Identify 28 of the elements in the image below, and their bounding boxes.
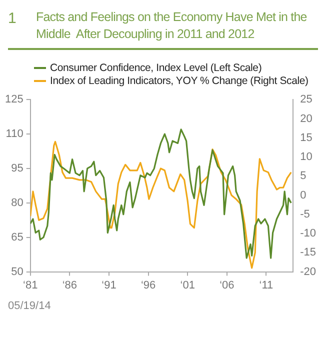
y2-tick-label: 10: [300, 151, 312, 164]
y2-tick-label: -15: [300, 246, 316, 259]
x-tick-label: ‘11: [259, 279, 274, 292]
x-tick-label: ‘06: [220, 279, 234, 292]
y2-tick-label: 25: [300, 94, 312, 106]
y-tick-label: 125: [4, 94, 24, 106]
y-tick-label: 50: [11, 266, 24, 278]
y-tick-label: 65: [11, 231, 24, 244]
x-tick-label: ‘91: [102, 279, 116, 292]
text: 05/19/14: [8, 300, 51, 312]
y2-tick-label: 20: [300, 112, 312, 125]
y-tick-label: 95: [11, 162, 24, 175]
chart-title: Facts and Feelings on the Economy Have Met in the Middle After Decoupling in 2011 and 2012: [36, 9, 308, 43]
x-tick-label: ‘86: [62, 279, 78, 292]
text: 1: [8, 10, 16, 27]
y2-tick-label: 15: [300, 132, 312, 144]
y-tick-label: 110: [6, 128, 24, 140]
y2-tick-label: -20: [300, 266, 316, 278]
x-tick-label: ‘96: [140, 279, 156, 292]
y2-tick-label: -10: [300, 228, 316, 240]
y2-tick-label: 5: [300, 170, 306, 182]
x-tick-label: ‘01: [180, 279, 195, 292]
legend-label: Index of Leading Indicators, YOY % Change (Right Scale): [49, 75, 308, 88]
y2-tick-label: 0: [300, 189, 306, 202]
legend-label: Consumer Confidence, Index Level (Left Scale): [49, 62, 263, 75]
x-tick-label: ‘81: [23, 279, 38, 292]
y-tick-label: 80: [11, 196, 24, 209]
y2-tick-label: -5: [300, 208, 310, 220]
